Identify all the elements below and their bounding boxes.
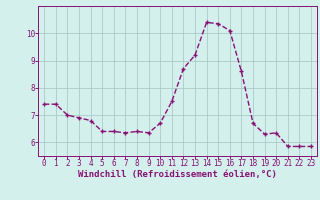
X-axis label: Windchill (Refroidissement éolien,°C): Windchill (Refroidissement éolien,°C) bbox=[78, 170, 277, 179]
